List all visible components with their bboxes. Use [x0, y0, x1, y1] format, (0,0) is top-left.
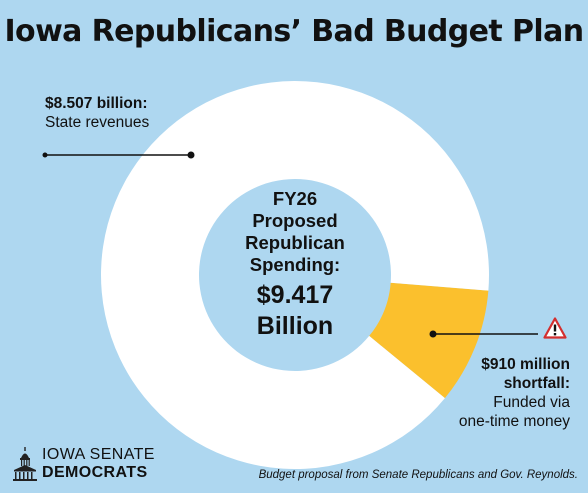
logo-line2: DEMOCRATS	[42, 464, 148, 481]
source-note: Budget proposal from Senate Republicans …	[258, 469, 578, 481]
warning-icon	[543, 317, 567, 339]
center-total-value: $9.417 Billion	[200, 280, 390, 342]
logo: IOWA SENATE DEMOCRATS	[12, 446, 155, 482]
capitol-icon	[13, 447, 37, 481]
revenue-label: $8.507 billion: State revenues	[45, 94, 149, 132]
page-title: Iowa Republicans’ Bad Budget Plan	[4, 14, 585, 49]
center-value-line2: Billion	[256, 312, 334, 340]
revenue-leader-dot-end	[187, 151, 195, 159]
center-line2: Proposed	[252, 210, 338, 231]
center-line3: Republican	[245, 232, 345, 253]
shortfall-desc-line2: one-time money	[458, 413, 570, 430]
center-line1: FY26	[272, 188, 318, 209]
shortfall-desc-line1: Funded via	[493, 394, 570, 411]
shortfall-value-line1: $910 million	[481, 356, 570, 373]
shortfall-label: $910 million shortfall: Funded via one-t…	[459, 355, 570, 431]
revenue-desc: State revenues	[45, 114, 150, 131]
shortfall-value-line2: shortfall:	[503, 375, 570, 392]
donut-slice-shortfall	[369, 282, 489, 399]
donut-slice-state-revenues	[100, 81, 490, 469]
revenue-value: $8.507 billion:	[45, 95, 148, 112]
center-label-block: FY26 Proposed Republican Spending: $9.41…	[200, 188, 390, 342]
logo-line1: IOWA SENATE	[42, 446, 155, 463]
revenue-leader-dot-start	[42, 152, 48, 158]
center-value-line1: $9.417	[256, 281, 334, 309]
shortfall-leader-dot	[429, 330, 437, 338]
center-line4: Spending:	[249, 254, 341, 275]
